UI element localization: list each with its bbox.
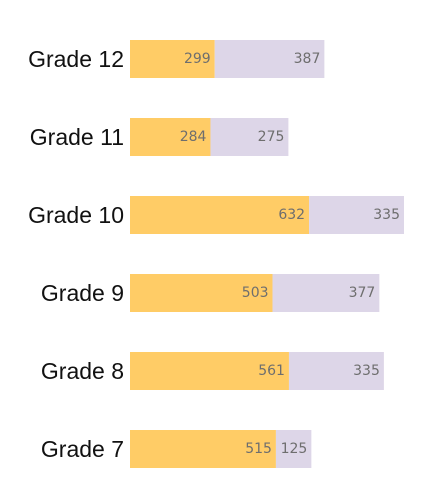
category-label-grade-9: Grade 9: [41, 280, 124, 306]
value-label-grade-9-series-2: 377: [349, 285, 376, 301]
bar-segment-grade-11-series-2: [210, 118, 289, 156]
category-label-grade-11: Grade 11: [30, 124, 124, 150]
bar-segment-grade-9-series-2: [272, 274, 380, 312]
value-label-grade-7-series-2: 125: [281, 441, 308, 457]
value-label-grade-7-series-1: 515: [245, 441, 272, 457]
bar-segment-grade-9-series-1: [130, 274, 273, 312]
category-label-grade-7: Grade 7: [41, 436, 124, 462]
category-label-grade-10: Grade 10: [28, 202, 124, 228]
bar-segment-grade-10-series-2: [309, 196, 404, 234]
value-label-grade-12-series-2: 387: [294, 51, 321, 67]
value-label-grade-8-series-1: 561: [258, 363, 285, 379]
bar-segment-grade-10-series-1: [130, 196, 310, 234]
bar-segment-grade-8-series-2: [288, 352, 384, 390]
value-label-grade-12-series-1: 299: [184, 51, 211, 67]
bar-segment-grade-12-series-1: [130, 40, 215, 78]
category-label-grade-12: Grade 12: [28, 46, 124, 72]
bar-segment-grade-7-series-2: [275, 430, 312, 468]
bar-segment-grade-11-series-1: [130, 118, 211, 156]
value-label-grade-9-series-1: 503: [242, 285, 269, 301]
bar-segment-grade-8-series-1: [130, 352, 289, 390]
value-label-grade-10-series-2: 335: [373, 207, 400, 223]
value-label-grade-10-series-1: 632: [278, 207, 305, 223]
value-label-grade-11-series-1: 284: [180, 129, 207, 145]
bar-segment-grade-7-series-1: [130, 430, 276, 468]
category-label-grade-8: Grade 8: [41, 358, 124, 384]
value-label-grade-8-series-2: 335: [353, 363, 380, 379]
value-label-grade-11-series-2: 275: [258, 129, 285, 145]
bar-segment-grade-12-series-2: [214, 40, 325, 78]
